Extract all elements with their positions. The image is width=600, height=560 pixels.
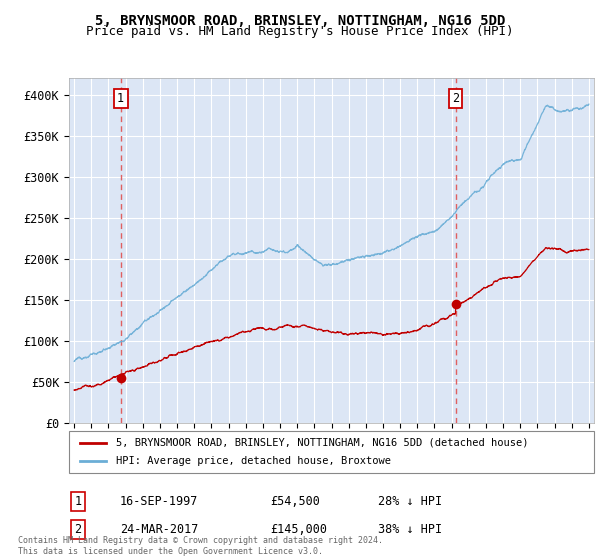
Text: £145,000: £145,000 (270, 522, 327, 536)
Text: 5, BRYNSMOOR ROAD, BRINSLEY, NOTTINGHAM, NG16 5DD: 5, BRYNSMOOR ROAD, BRINSLEY, NOTTINGHAM,… (95, 14, 505, 28)
Text: Price paid vs. HM Land Registry's House Price Index (HPI): Price paid vs. HM Land Registry's House … (86, 25, 514, 38)
Text: 28% ↓ HPI: 28% ↓ HPI (378, 494, 442, 508)
Text: Contains HM Land Registry data © Crown copyright and database right 2024.
This d: Contains HM Land Registry data © Crown c… (18, 536, 383, 556)
Text: 16-SEP-1997: 16-SEP-1997 (120, 494, 199, 508)
Text: 24-MAR-2017: 24-MAR-2017 (120, 522, 199, 536)
FancyBboxPatch shape (69, 431, 594, 473)
Text: 2: 2 (74, 522, 82, 536)
Text: 1: 1 (117, 92, 124, 105)
Text: £54,500: £54,500 (270, 494, 320, 508)
Text: 38% ↓ HPI: 38% ↓ HPI (378, 522, 442, 536)
Text: 2: 2 (452, 92, 459, 105)
Text: 1: 1 (74, 494, 82, 508)
Text: HPI: Average price, detached house, Broxtowe: HPI: Average price, detached house, Brox… (116, 456, 391, 466)
Text: 5, BRYNSMOOR ROAD, BRINSLEY, NOTTINGHAM, NG16 5DD (detached house): 5, BRYNSMOOR ROAD, BRINSLEY, NOTTINGHAM,… (116, 438, 529, 448)
